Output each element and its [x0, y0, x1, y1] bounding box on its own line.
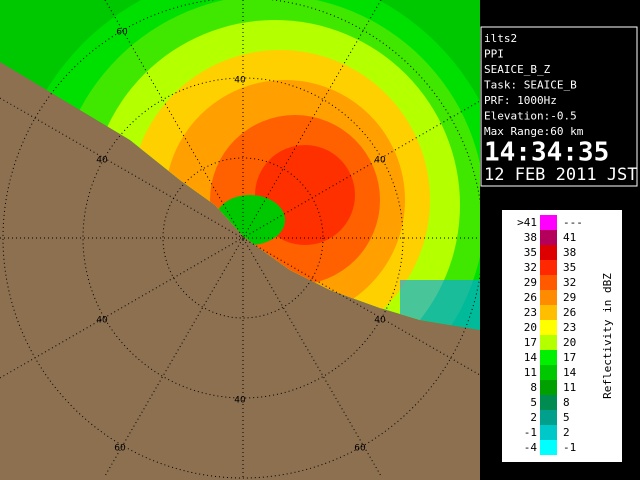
- legend-swatch: [540, 395, 557, 410]
- legend-swatch: [540, 215, 557, 230]
- legend-swatch: [540, 260, 557, 275]
- legend-low: 38: [524, 231, 537, 244]
- legend-high: 38: [563, 246, 576, 259]
- legend-swatch: [540, 365, 557, 380]
- legend-high: 35: [563, 261, 576, 274]
- legend-high: 8: [563, 396, 570, 409]
- legend-low: 2: [530, 411, 537, 424]
- legend-swatch: [540, 440, 557, 455]
- legend-swatch: [540, 230, 557, 245]
- ring-label: 40: [374, 156, 386, 166]
- legend-high: 2: [563, 426, 570, 439]
- ring-label: 40: [234, 396, 246, 406]
- legend-swatch: [540, 275, 557, 290]
- info-line: ilts2: [484, 32, 517, 45]
- info-line: Task: SEAICE_B: [484, 79, 577, 92]
- legend-low: 26: [524, 291, 537, 304]
- legend-swatch: [540, 350, 557, 365]
- legend-box: [502, 210, 622, 462]
- legend-high: ---: [563, 216, 583, 229]
- legend-swatch: [540, 425, 557, 440]
- legend-low: 14: [524, 351, 538, 364]
- legend-high: 20: [563, 336, 576, 349]
- legend-low: 5: [530, 396, 537, 409]
- legend-title: Reflectivity in dBZ: [601, 273, 614, 399]
- sea-echo: [0, 0, 480, 330]
- info-line: Max Range:60 km: [484, 125, 584, 138]
- info-line: PRF: 1000Hz: [484, 94, 557, 107]
- legend-swatch: [540, 320, 557, 335]
- legend-high: -1: [563, 441, 576, 454]
- info-line: PPI: [484, 48, 504, 61]
- info-line: Elevation:-0.5: [484, 110, 577, 123]
- legend-swatch: [540, 380, 557, 395]
- legend-high: 29: [563, 291, 576, 304]
- info-panel: [480, 26, 638, 187]
- ring-label: 60: [114, 444, 126, 454]
- legend-low: >41: [517, 216, 537, 229]
- ring-label: 40: [234, 76, 246, 86]
- legend-low: -1: [524, 426, 537, 439]
- ring-label: 60: [116, 28, 128, 38]
- legend-low: -4: [524, 441, 538, 454]
- legend-high: 41: [563, 231, 576, 244]
- date: 12 FEB 2011 JST: [484, 165, 638, 185]
- ring-label: 40: [374, 316, 386, 326]
- legend-low: 8: [530, 381, 537, 394]
- radar-image: 60 40 40 40 40 40 40 60 60: [0, 0, 480, 480]
- legend-high: 17: [563, 351, 576, 364]
- legend-low: 23: [524, 306, 537, 319]
- legend-swatch: [540, 305, 557, 320]
- legend-low: 20: [524, 321, 537, 334]
- legend-high: 5: [563, 411, 570, 424]
- legend-low: 29: [524, 276, 537, 289]
- legend-high: 32: [563, 276, 576, 289]
- legend-low: 35: [524, 246, 537, 259]
- time: 14:34:35: [484, 138, 609, 168]
- legend-low: 32: [524, 261, 537, 274]
- range-rings: [0, 0, 480, 480]
- legend-high: 26: [563, 306, 576, 319]
- legend-high: 23: [563, 321, 576, 334]
- legend-swatch: [540, 290, 557, 305]
- legend-swatch: [540, 245, 557, 260]
- legend-low: 11: [524, 366, 537, 379]
- info-line: SEAICE_B_Z: [484, 63, 551, 76]
- legend-high: 11: [563, 381, 576, 394]
- ring-label: 40: [96, 156, 108, 166]
- legend-swatch: [540, 335, 557, 350]
- legend-low: 17: [524, 336, 537, 349]
- ring-label: 60: [354, 444, 366, 454]
- ring-label: 40: [96, 316, 108, 326]
- legend-swatch: [540, 410, 557, 425]
- legend-high: 14: [563, 366, 577, 379]
